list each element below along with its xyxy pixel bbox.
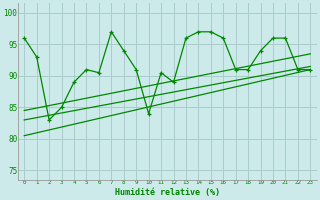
X-axis label: Humidité relative (%): Humidité relative (%) [115,188,220,197]
